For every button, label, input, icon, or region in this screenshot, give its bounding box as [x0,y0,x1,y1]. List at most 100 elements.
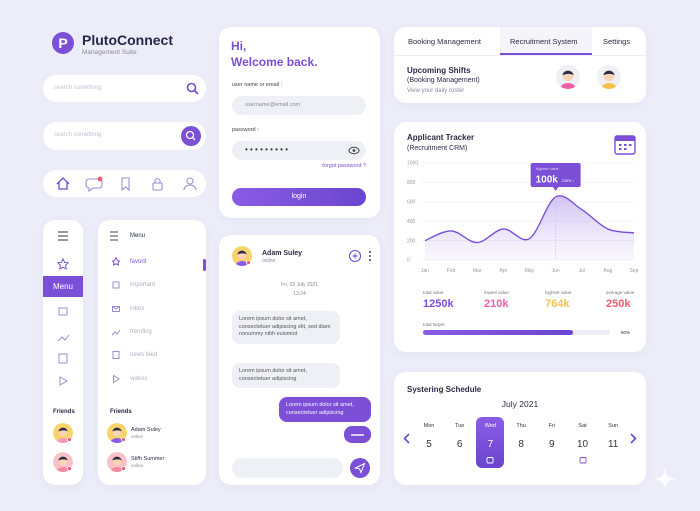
menu-item[interactable]: inbox [130,305,145,312]
chat-actions[interactable] [348,249,376,263]
selected-day [476,417,505,468]
progress-bar [423,330,573,335]
shift-note: View your daily roster [407,88,465,94]
x-tick-label: May [525,268,535,274]
chat-card: Adam Suley online Fri, 02 July 2021 13:2… [219,235,380,485]
icon-bar [43,170,206,197]
eye-icon[interactable] [348,146,360,155]
day-date[interactable]: 9 [549,439,555,450]
message-sent: Lorem ipsum dolor sit amet, consectetuer… [279,397,371,422]
schedule-month: July 2021 [501,399,539,409]
area-chart: 0 200 400 600 800 1000 Jan Feb Mar Apr May Jun Jul Au… [407,161,639,274]
day-date[interactable]: 6 [456,439,463,450]
message-input[interactable] [232,458,343,478]
narrow-sidebar: Menu Friends [43,220,83,485]
day-name[interactable]: Wed [484,423,496,429]
login-button[interactable]: login [232,188,366,206]
message-received: Lorem ipsum dolor sit amet, consectetuer… [232,363,340,388]
avatar-art [232,246,252,266]
message-received: Lorem ipsum dolor sit amet, consectetuer… [232,311,340,344]
nav-icons [56,176,197,193]
avatar-hair [112,427,122,432]
event-shape [579,457,586,464]
search-placeholder: search something [54,85,102,91]
icon-shape [111,256,121,266]
menu-icon [113,374,120,383]
chat-time: 13:24 [293,291,306,297]
x-tick-label: Feb [447,268,456,274]
search-bar[interactable]: search something [43,122,206,150]
day-date[interactable]: 5 [426,439,432,450]
avatar-art [53,452,73,472]
day-date[interactable]: 10 [576,439,589,450]
day-name[interactable]: Thu [516,423,526,429]
schedule-arrows[interactable] [402,432,642,446]
search-bar[interactable]: search something [43,75,206,102]
field-label: user name or email : [232,82,283,88]
chat-date: Fri, 02 July 2021 [281,282,318,288]
tracker-title: Applicant Tracker [407,133,475,142]
avatar-hair [112,456,122,461]
tab[interactable]: Settings [603,37,631,46]
send-button[interactable] [350,458,370,478]
day-name[interactable]: Tue [455,423,465,429]
day-date[interactable]: 7 [487,439,494,450]
avatar-body [110,438,124,443]
tooltip-label: Highest value [536,167,559,171]
event-shape [486,457,494,464]
friends-title: Friends [110,409,132,415]
icon-shape [113,374,120,383]
friend-status: online [131,463,144,468]
password-mask: • • • • • • • • • [245,145,288,154]
avatar-hair [603,70,615,76]
friend-name: Stifh Summer [131,456,165,462]
area [425,195,634,260]
tab[interactable]: Recruitment System [510,37,578,46]
stat-label: total value [423,290,444,295]
menu-item[interactable]: trending [130,328,152,335]
tooltip-pointer [552,186,559,191]
menu-item[interactable]: news feed [130,352,158,359]
password-input[interactable]: • • • • • • • • • [232,141,366,160]
icon-shape [111,329,121,336]
online-dot [67,466,72,471]
day-date[interactable]: 11 [607,439,619,450]
day-date[interactable]: 8 [518,439,524,450]
welcome: Welcome back. [231,55,318,69]
menu-tab[interactable]: Menu [43,276,83,297]
avatar-art [597,65,621,89]
menu-item[interactable]: favorit [130,259,147,265]
day-name[interactable]: Sun [608,423,619,429]
online-dot [121,466,126,471]
logo: P [52,32,74,54]
stat-label: average value [606,290,635,295]
search-button[interactable] [181,126,201,146]
avatar-body [110,467,124,472]
day-name[interactable]: Fri [548,423,555,429]
menu-item[interactable]: important [130,282,156,289]
avatar-body [559,83,577,89]
avatar-art [556,65,580,89]
tab[interactable]: Booking Management [408,37,481,46]
friend-status: online [131,434,144,439]
stat-value: 210k [484,298,509,310]
avatar-art [53,423,73,443]
menu-item[interactable]: videos [130,375,148,382]
x-tick-label: Jun [552,268,560,274]
progress-value: 80% [621,330,631,335]
online-dot [121,437,126,442]
avatar [556,65,580,89]
forgot-link[interactable]: forgot password ? [322,163,366,169]
menu-icon [112,305,120,312]
menu-icon [112,281,120,289]
day-name[interactable]: Mon [423,423,435,429]
sidebar-icons [56,231,70,386]
brand-name: PlutoConnect [82,32,173,48]
event-icon [486,457,494,464]
x-tick-label: Jul [579,268,585,274]
stat-label: highest value [545,290,572,295]
calendar-icon[interactable] [613,132,637,156]
day-name[interactable]: Sat [578,423,587,429]
username-input[interactable]: username@email.com [232,96,366,115]
menu-icon [112,351,120,360]
